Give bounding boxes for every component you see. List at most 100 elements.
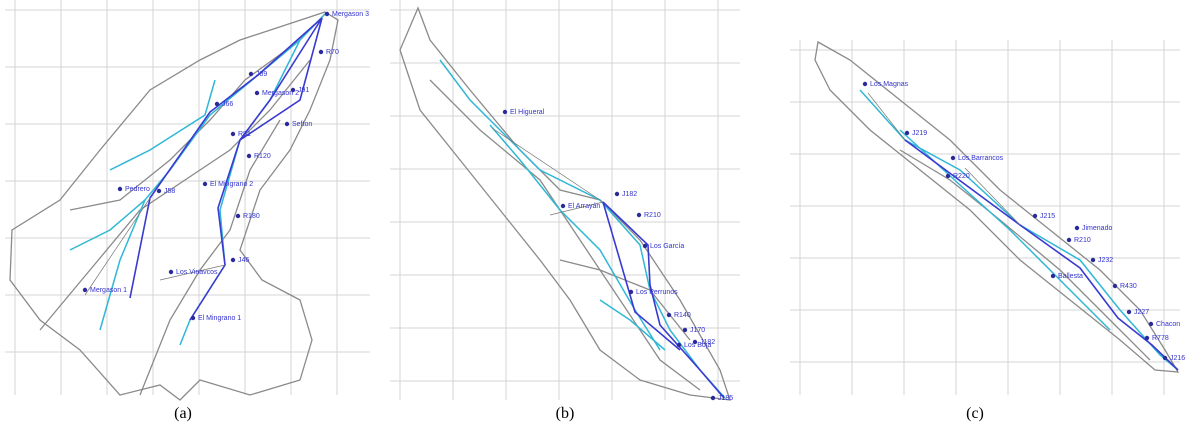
element-label: J216: [1170, 355, 1185, 362]
panel-caption: (c): [966, 405, 984, 422]
basin-outline: [399, 6, 731, 401]
element-label: J66: [222, 101, 233, 108]
element-label: Los Boja: [684, 342, 711, 349]
node-icon: [246, 153, 252, 159]
element-label: El Mingrano 2: [210, 181, 253, 188]
panel-a-map: [9, 11, 339, 401]
element-label: Mergason 3: [332, 11, 369, 18]
element-label: R430: [1120, 283, 1137, 290]
node-icon: [636, 212, 642, 218]
element-label: R778: [1152, 335, 1169, 342]
element-label: J227: [1134, 309, 1149, 316]
subbasin-outline: [899, 149, 1151, 361]
panel-caption: (b): [556, 405, 575, 422]
node-icon: [1148, 321, 1154, 327]
node-icon: [284, 121, 290, 127]
node-icon: [202, 181, 208, 187]
node-icon: [1144, 335, 1150, 341]
node-icon: [628, 289, 634, 295]
node-icon: [235, 213, 241, 219]
element-label: El Higueral: [510, 109, 545, 116]
basin-outline: [9, 11, 339, 401]
element-label: R180: [243, 213, 260, 220]
link: [867, 92, 906, 141]
element-label: Los Perrunos: [636, 289, 678, 296]
node-icon: [82, 287, 88, 293]
node-icon: [156, 188, 162, 194]
element-label: Jimenado: [1082, 225, 1112, 232]
node-icon: [230, 257, 236, 263]
node-icon: [290, 87, 296, 93]
node-icon: [168, 269, 174, 275]
node-icon: [254, 90, 260, 96]
reach: [602, 201, 681, 351]
reach: [129, 17, 323, 299]
node-icon: [214, 101, 220, 107]
element-label: J89: [256, 71, 267, 78]
element-label: J91: [298, 87, 309, 94]
element-label: J46: [238, 257, 249, 264]
node-icon: [1050, 273, 1056, 279]
reach: [189, 17, 323, 321]
node-icon: [1162, 355, 1168, 361]
node-icon: [230, 131, 236, 137]
node-icon: [1032, 213, 1038, 219]
element-label: R220: [953, 173, 970, 180]
river: [599, 299, 666, 351]
node-icon: [318, 49, 324, 55]
element-label: R140: [674, 312, 691, 319]
labels: Mergason 3 R70 J91 Sefton Mergason 2 J89 J66 R8…: [82, 11, 1185, 402]
node-icon: [676, 342, 682, 348]
element-label: J58: [164, 188, 175, 195]
element-label: J170: [690, 327, 705, 334]
node-icon: [950, 155, 956, 161]
node-icon: [682, 327, 688, 333]
node-icon: [945, 173, 951, 179]
river: [859, 89, 1179, 371]
element-label: R120: [254, 153, 271, 160]
link: [159, 264, 226, 281]
element-label: J185: [718, 395, 733, 402]
reach: [602, 201, 725, 399]
link: [549, 201, 604, 216]
element-label: Ballesta: [1058, 273, 1083, 280]
element-label: Los García: [650, 243, 684, 250]
element-label: J182: [700, 339, 715, 346]
node-icon: [904, 130, 910, 136]
element-label: Sefton: [292, 121, 312, 128]
element-label: Los Vinavcos: [176, 269, 218, 276]
river: [99, 199, 146, 331]
node-icon: [190, 315, 196, 321]
element-label: Chacon: [1156, 321, 1180, 328]
basin-outline: [814, 40, 1180, 373]
element-label: Mergason 1: [90, 287, 127, 294]
node-icon: [1066, 237, 1072, 243]
link: [964, 167, 1021, 226]
node-icon: [502, 109, 508, 115]
reach: [904, 139, 1179, 371]
element-label: J215: [1040, 213, 1055, 220]
element-label: J219: [912, 130, 927, 137]
element-label: J232: [1098, 257, 1113, 264]
element-label: El Arrayán: [568, 203, 600, 210]
element-label: Los Magnas: [870, 81, 909, 88]
node-icon: [642, 243, 648, 249]
node-icon: [692, 339, 698, 345]
river: [489, 124, 661, 351]
panel-b-map: [399, 6, 731, 401]
river: [439, 59, 726, 399]
node-icon: [1090, 257, 1096, 263]
element-label: R81: [238, 131, 251, 138]
node-icon: [1074, 225, 1080, 231]
panel-caption: (a): [174, 405, 192, 422]
node-icon: [614, 191, 620, 197]
river: [69, 13, 326, 251]
subbasin-outline: [139, 119, 281, 396]
grid: [5, 0, 1180, 400]
element-label: El Mingrano 1: [198, 315, 241, 322]
element-label: Pedrero: [125, 186, 150, 193]
node-icon: [248, 71, 254, 77]
element-label: R210: [644, 212, 661, 219]
subbasin-outline: [39, 59, 311, 331]
subbasin-outline: [429, 79, 701, 391]
